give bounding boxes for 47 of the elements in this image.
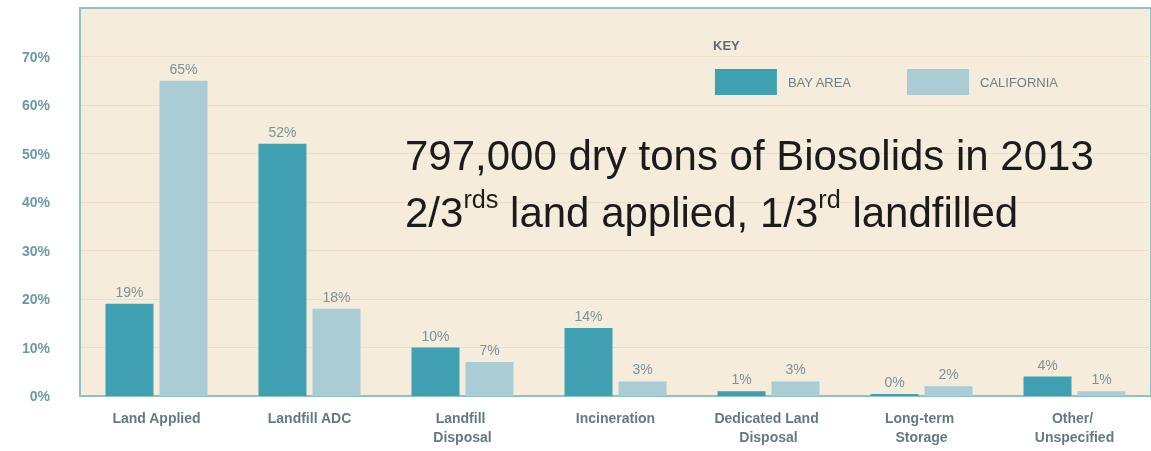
bar [411, 347, 460, 396]
x-tick-label: Long-term Storage [884, 409, 959, 445]
bar [258, 143, 307, 396]
bar [1077, 391, 1126, 396]
bar [312, 308, 361, 396]
data-label: 1% [1091, 371, 1112, 388]
x-tick-label: Landfill Disposal [433, 409, 492, 445]
data-label: 19% [115, 283, 144, 300]
y-tick-label: 20% [21, 291, 51, 307]
x-tick-label: Landfill ADC [267, 409, 352, 426]
data-label: 65% [169, 60, 198, 77]
x-tick-label: Dedicated Land Disposal [714, 409, 823, 445]
data-label: 0% [884, 374, 905, 390]
bar [618, 381, 667, 396]
data-label: 52% [268, 123, 297, 140]
x-tick-label: Land Applied [112, 409, 201, 426]
y-tick-label: 30% [21, 242, 51, 259]
y-tick-label: 0% [29, 388, 51, 404]
data-label: 4% [1037, 356, 1058, 373]
bar [465, 362, 514, 396]
annotation: 797,000 dry tons of Biosolids in 2013 [405, 131, 1094, 181]
bar [159, 80, 208, 396]
data-label: 18% [322, 288, 351, 305]
bar [1023, 376, 1072, 396]
legend-title: KEY [713, 38, 741, 53]
data-label: 14% [574, 308, 603, 325]
legend-label: CALIFORNIA [979, 74, 1059, 90]
x-tick-label: Incineration [575, 409, 656, 426]
data-label: 3% [632, 361, 653, 378]
annotation: 2/3$^{rds}$ land applied, 1/3$^{rd}$ landfilled [405, 184, 1019, 238]
data-label: 2% [938, 366, 959, 383]
bar [924, 386, 973, 396]
bar [105, 303, 154, 396]
data-label: 7% [479, 342, 500, 359]
bar [564, 328, 613, 396]
x-tick-label: Other/ Unspecified [1034, 409, 1115, 445]
bar [771, 381, 820, 396]
bar [717, 391, 766, 396]
data-label: 3% [785, 361, 806, 378]
y-tick-label: 60% [21, 97, 51, 113]
y-tick-label: 50% [21, 145, 51, 162]
y-tick-label: 40% [21, 194, 51, 210]
y-tick-label: 70% [21, 48, 51, 65]
data-label: 1% [731, 371, 752, 388]
data-label: 10% [421, 327, 450, 344]
legend-label: BAY AREA [787, 74, 852, 90]
y-tick-label: 10% [21, 339, 51, 356]
